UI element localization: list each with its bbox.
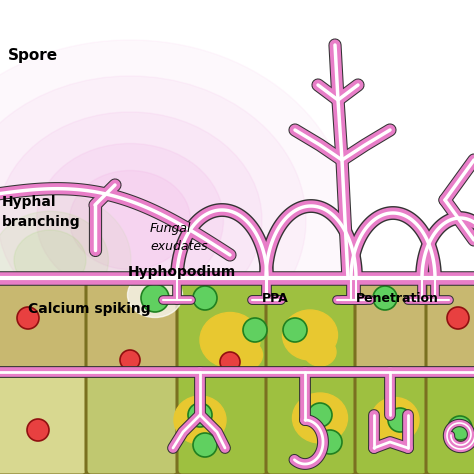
Circle shape [220, 352, 240, 372]
Circle shape [283, 318, 307, 342]
FancyBboxPatch shape [177, 371, 267, 474]
Text: exudates: exudates [150, 240, 208, 253]
Circle shape [447, 307, 469, 329]
Ellipse shape [304, 338, 336, 366]
Text: PPA: PPA [262, 292, 289, 305]
Ellipse shape [0, 112, 262, 328]
FancyBboxPatch shape [177, 279, 267, 371]
Ellipse shape [0, 192, 131, 328]
Ellipse shape [14, 230, 86, 290]
FancyBboxPatch shape [0, 371, 87, 474]
FancyBboxPatch shape [426, 279, 474, 371]
Ellipse shape [128, 273, 182, 318]
FancyBboxPatch shape [355, 371, 427, 474]
Circle shape [17, 307, 39, 329]
FancyBboxPatch shape [426, 371, 474, 474]
Text: Hyphopodium: Hyphopodium [128, 265, 236, 279]
Circle shape [193, 433, 217, 457]
Text: Fungal: Fungal [150, 222, 191, 235]
Circle shape [141, 284, 169, 312]
Circle shape [318, 430, 342, 454]
Circle shape [448, 416, 472, 440]
Ellipse shape [70, 171, 191, 270]
FancyBboxPatch shape [355, 279, 427, 371]
Ellipse shape [292, 393, 347, 443]
Ellipse shape [283, 310, 337, 360]
Ellipse shape [0, 211, 109, 309]
FancyBboxPatch shape [266, 279, 356, 371]
Circle shape [120, 350, 140, 370]
Circle shape [188, 403, 212, 427]
Text: Hyphal: Hyphal [2, 195, 56, 209]
Circle shape [27, 419, 49, 441]
FancyBboxPatch shape [86, 279, 178, 371]
FancyBboxPatch shape [266, 371, 356, 474]
Ellipse shape [228, 340, 263, 370]
Ellipse shape [0, 40, 350, 400]
Text: Spore: Spore [8, 48, 58, 63]
Circle shape [308, 403, 332, 427]
Ellipse shape [174, 396, 226, 444]
Text: branching: branching [2, 215, 81, 229]
Ellipse shape [36, 144, 224, 297]
Ellipse shape [200, 312, 260, 367]
Circle shape [243, 318, 267, 342]
Ellipse shape [371, 398, 419, 443]
FancyBboxPatch shape [0, 279, 87, 371]
FancyBboxPatch shape [86, 371, 178, 474]
Circle shape [388, 408, 412, 432]
Text: Penetration: Penetration [356, 292, 439, 305]
Circle shape [193, 286, 217, 310]
Circle shape [373, 286, 397, 310]
Ellipse shape [0, 76, 306, 364]
Text: Calcium spiking: Calcium spiking [28, 302, 151, 316]
